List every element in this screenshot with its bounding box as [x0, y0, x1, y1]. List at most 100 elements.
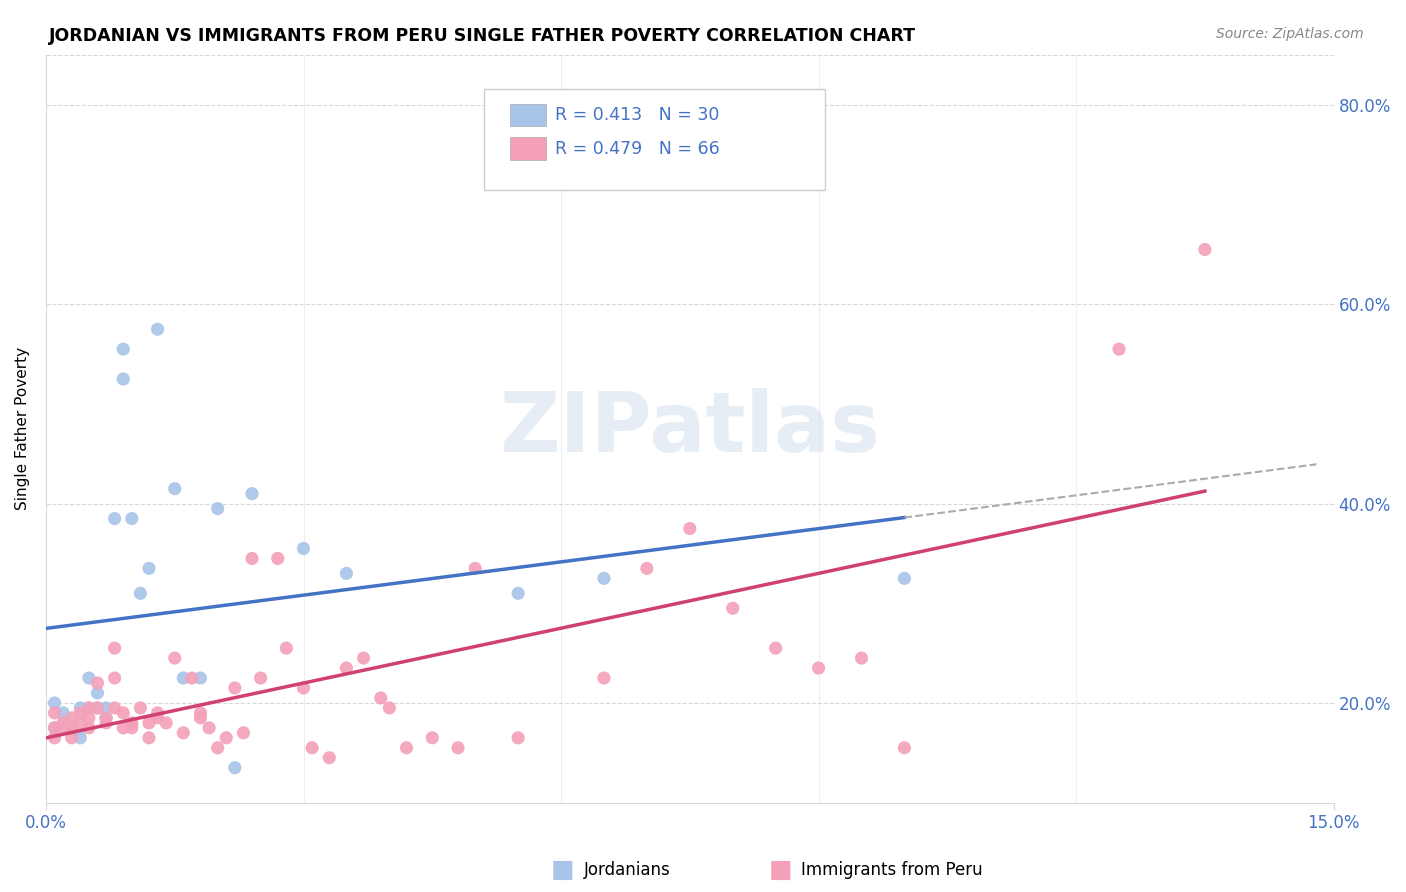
Point — [112, 372, 135, 386]
Point — [395, 740, 418, 755]
Point — [335, 566, 357, 581]
Point — [52, 721, 75, 735]
Point — [172, 726, 194, 740]
Point — [86, 701, 108, 715]
Point — [146, 706, 169, 720]
Point — [180, 671, 202, 685]
Point — [52, 706, 75, 720]
Point — [292, 681, 315, 695]
Point — [94, 711, 117, 725]
Text: Source: ZipAtlas.com: Source: ZipAtlas.com — [1216, 27, 1364, 41]
Point — [94, 715, 117, 730]
Point — [851, 651, 873, 665]
Point — [893, 740, 915, 755]
Point — [190, 706, 212, 720]
Point — [292, 541, 315, 556]
Text: Immigrants from Peru: Immigrants from Peru — [801, 861, 983, 879]
Text: R = 0.479   N = 66: R = 0.479 N = 66 — [554, 139, 720, 158]
Point — [77, 711, 100, 725]
Point — [121, 721, 143, 735]
Point — [44, 721, 66, 735]
Point — [121, 511, 143, 525]
Point — [60, 711, 83, 725]
Point — [318, 750, 340, 764]
Point — [378, 701, 401, 715]
Point — [44, 696, 66, 710]
Point — [1194, 243, 1216, 257]
Point — [163, 482, 186, 496]
Point — [86, 701, 108, 715]
Point — [77, 701, 100, 715]
Point — [60, 721, 83, 735]
Point — [807, 661, 830, 675]
Point — [112, 721, 135, 735]
Point — [420, 731, 443, 745]
Point — [112, 342, 135, 356]
Point — [69, 715, 91, 730]
Point — [121, 715, 143, 730]
Point — [508, 586, 530, 600]
Point — [104, 701, 127, 715]
Point — [69, 701, 91, 715]
Point — [44, 706, 66, 720]
Point — [146, 711, 169, 725]
Point — [464, 561, 486, 575]
Point — [447, 740, 470, 755]
Point — [129, 701, 152, 715]
Point — [69, 706, 91, 720]
Point — [370, 690, 392, 705]
Point — [112, 706, 135, 720]
Point — [60, 731, 83, 745]
Point — [353, 651, 375, 665]
Point — [215, 731, 238, 745]
Point — [129, 586, 152, 600]
Point — [593, 671, 616, 685]
Point — [172, 671, 194, 685]
Text: ZIPatlas: ZIPatlas — [499, 388, 880, 469]
Point — [207, 501, 229, 516]
Point — [232, 726, 254, 740]
FancyBboxPatch shape — [484, 89, 825, 190]
Point — [94, 701, 117, 715]
Point — [335, 661, 357, 675]
Text: ■: ■ — [769, 858, 792, 881]
Point — [104, 671, 127, 685]
Point — [146, 322, 169, 336]
Point — [276, 641, 298, 656]
Text: JORDANIAN VS IMMIGRANTS FROM PERU SINGLE FATHER POVERTY CORRELATION CHART: JORDANIAN VS IMMIGRANTS FROM PERU SINGLE… — [49, 27, 917, 45]
Point — [69, 731, 91, 745]
Point — [224, 681, 246, 695]
Point — [155, 715, 177, 730]
Point — [77, 721, 100, 735]
Point — [240, 486, 263, 500]
Y-axis label: Single Father Poverty: Single Father Poverty — [15, 347, 30, 510]
Point — [301, 740, 323, 755]
Point — [86, 686, 108, 700]
Point — [636, 561, 658, 575]
Point — [138, 731, 160, 745]
Point — [44, 721, 66, 735]
Point — [508, 731, 530, 745]
Point — [94, 711, 117, 725]
Text: ■: ■ — [551, 858, 574, 881]
Point — [893, 571, 915, 585]
Point — [138, 561, 160, 575]
Text: Jordanians: Jordanians — [583, 861, 671, 879]
Point — [163, 651, 186, 665]
Point — [104, 511, 127, 525]
Point — [249, 671, 271, 685]
Point — [190, 711, 212, 725]
Point — [60, 721, 83, 735]
FancyBboxPatch shape — [509, 103, 546, 126]
Point — [52, 715, 75, 730]
Point — [104, 641, 127, 656]
Point — [77, 701, 100, 715]
Point — [721, 601, 744, 615]
Point — [593, 571, 616, 585]
Point — [198, 721, 221, 735]
Point — [86, 676, 108, 690]
Point — [240, 551, 263, 566]
Point — [765, 641, 787, 656]
FancyBboxPatch shape — [509, 137, 546, 160]
Point — [679, 522, 702, 536]
